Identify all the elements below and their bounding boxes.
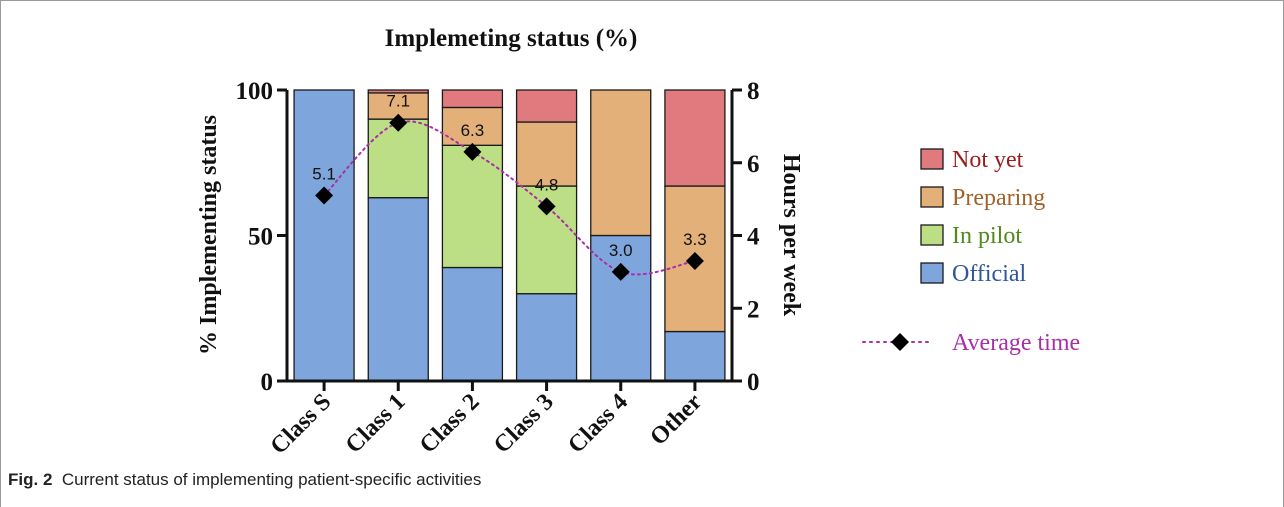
legend-swatch — [920, 186, 944, 208]
caption-label: Fig. 2 — [8, 470, 53, 489]
x-tick-label: Class 4 — [563, 389, 633, 459]
legend-label: Preparing — [952, 185, 1045, 211]
chart-title: Implemeting status (%) — [385, 25, 638, 52]
x-tick-label: Other — [645, 389, 707, 451]
legend-swatch — [920, 262, 944, 284]
bar-segment — [515, 121, 578, 187]
average-time-marker — [611, 262, 630, 281]
data-label: 3.0 — [609, 241, 633, 260]
average-time-marker — [685, 251, 704, 270]
legend-swatch — [920, 224, 944, 246]
caption-text: Current status of implementing patient-s… — [61, 470, 482, 489]
data-label: 6.3 — [461, 121, 485, 140]
bar-segment — [664, 330, 726, 382]
average-time-marker — [537, 197, 556, 216]
average-time-marker — [315, 186, 334, 205]
legend-swatch — [920, 148, 944, 170]
x-tick-label: Class 1 — [341, 389, 411, 459]
data-label: 4.8 — [535, 175, 559, 194]
bar-segment — [367, 118, 429, 199]
legend-line-marker — [891, 333, 909, 351]
bar-segment — [293, 89, 355, 382]
bar-segment — [590, 89, 652, 237]
y2-tick-label: 8 — [747, 78, 760, 105]
average-time-marker — [463, 142, 482, 161]
bar-segment — [515, 293, 578, 382]
bar-segment — [664, 89, 726, 187]
legend-label: In pilot — [952, 223, 1022, 249]
bar-segment — [367, 89, 429, 94]
y2-tick-label: 6 — [747, 151, 760, 178]
figure-caption: Fig. 2 Current status of implementing pa… — [8, 470, 481, 490]
data-label: 7.1 — [386, 92, 410, 111]
y2-axis-label: Hours per week — [778, 154, 804, 317]
bar-segment — [441, 89, 504, 109]
y2-tick-label: 2 — [747, 296, 760, 323]
legend-label: Not yet — [952, 147, 1024, 173]
y2-tick-label: 0 — [747, 369, 760, 396]
stacked-bar-chart: Implemeting status (%) % Implementing st… — [196, 25, 1080, 460]
bar-segment — [367, 197, 429, 382]
x-tick-label: Class S — [266, 389, 337, 460]
y-tick-label: 100 — [236, 78, 274, 105]
y-tick-label: 0 — [261, 369, 274, 396]
y2-tick-label: 4 — [747, 224, 760, 251]
bar-segment — [441, 266, 504, 382]
legend-line-label: Average time — [952, 330, 1080, 356]
legend-label: Official — [952, 261, 1027, 287]
bar-segment — [441, 144, 504, 269]
y-tick-label: 50 — [248, 224, 273, 251]
bar-segment — [515, 89, 578, 123]
average-time-marker — [389, 113, 408, 132]
data-label: 3.3 — [683, 230, 707, 249]
data-label: 5.1 — [312, 164, 336, 183]
x-tick-label: Class 2 — [415, 389, 485, 459]
y-axis-label: % Implementing status — [196, 115, 222, 355]
x-tick-label: Class 3 — [489, 389, 559, 459]
